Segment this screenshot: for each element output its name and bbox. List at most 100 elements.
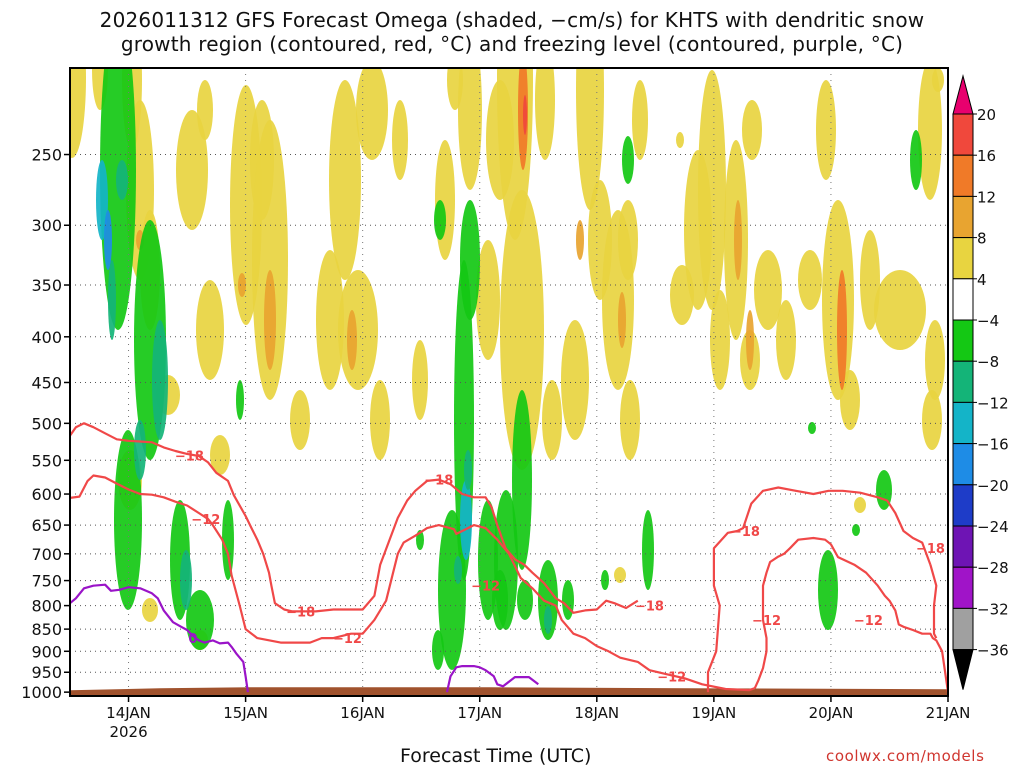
colorbar-label: −8 — [977, 353, 999, 371]
y-tick-label: 800 — [31, 597, 62, 616]
colorbar-swatch — [952, 195, 974, 239]
omega-cell — [816, 80, 836, 180]
omega-cell — [290, 390, 310, 450]
dendritic-contour — [706, 486, 932, 693]
omega-cell — [210, 435, 230, 475]
omega-cell — [676, 132, 684, 148]
colorbar-swatch — [952, 278, 974, 321]
y-tick-label: 950 — [31, 663, 62, 682]
colorbar-label: −36 — [977, 642, 1009, 660]
freezing-contour — [70, 583, 249, 693]
omega-cell — [562, 580, 574, 620]
y-tick-label: 350 — [31, 276, 62, 295]
omega-cell — [852, 524, 860, 536]
omega-cell — [837, 270, 847, 390]
colorbar-swatch — [952, 237, 974, 280]
x-tick-label: 17JAN — [457, 704, 502, 722]
colorbar-swatch — [952, 154, 974, 197]
omega-cell — [542, 380, 562, 460]
omega-cell — [176, 110, 208, 230]
omega-cell — [518, 68, 528, 170]
omega-cell — [561, 320, 589, 440]
omega-cell — [264, 270, 276, 370]
omega-cell — [874, 270, 926, 350]
omega-cell — [222, 500, 234, 580]
omega-cell — [742, 100, 762, 160]
omega-cell — [236, 380, 244, 420]
omega-cell — [464, 450, 472, 490]
site-credit: coolwx.com/models — [826, 747, 985, 765]
omega-cell — [746, 310, 754, 370]
y-tick-label: 250 — [31, 146, 62, 165]
x-tick-sublabel: 2026 — [109, 723, 147, 741]
omega-cell — [618, 200, 638, 280]
colorbar-label: 8 — [977, 230, 987, 248]
omega-cell — [798, 250, 822, 310]
ground-layer — [70, 687, 948, 696]
x-axis-title: Forecast Time (UTC) — [400, 745, 592, 767]
chart-title-line2: growth region (contoured, red, °C) and f… — [120, 32, 904, 56]
omega-cell — [142, 598, 158, 622]
colorbar-swatch — [952, 401, 974, 445]
omega-cell — [454, 556, 462, 584]
omega-cell — [910, 130, 922, 190]
omega-cell — [932, 68, 944, 92]
omega-shading — [70, 68, 945, 670]
omega-cell — [180, 550, 192, 610]
colorbar-top-arrow — [952, 74, 974, 115]
omega-cell — [576, 68, 604, 210]
y-tick-label: 900 — [31, 642, 62, 661]
colorbar-label: −12 — [977, 394, 1009, 412]
omega-cell — [114, 430, 142, 610]
colorbar-swatch — [952, 443, 974, 486]
omega-cell — [818, 550, 838, 630]
omega-cell — [197, 80, 213, 140]
omega-cell — [854, 497, 866, 513]
y-tick-label: 750 — [31, 572, 62, 591]
x-tick-label: 14JAN — [106, 704, 151, 722]
contour-label-m12: −12 — [752, 614, 781, 629]
y-tick-label: 650 — [31, 516, 62, 535]
omega-cell — [460, 200, 480, 320]
contour-label-m12: −12 — [657, 670, 686, 685]
omega-cell — [392, 100, 408, 180]
omega-cell — [432, 630, 444, 670]
omega-cell — [922, 390, 942, 450]
omega-cell — [70, 68, 86, 158]
omega-cell — [754, 250, 782, 330]
omega-cell — [517, 580, 533, 620]
colorbar-label: −28 — [977, 559, 1009, 577]
omega-cell — [538, 560, 558, 640]
omega-cell — [370, 380, 390, 460]
colorbar-label: 12 — [977, 188, 996, 206]
omega-cell — [492, 570, 508, 630]
colorbar-label: −32 — [977, 600, 1009, 618]
omega-cell — [238, 273, 246, 297]
y-tick-label: 500 — [31, 414, 62, 433]
omega-cell — [434, 200, 446, 240]
contour-label-0: 0 — [188, 632, 197, 647]
omega-cell — [104, 210, 112, 270]
omega-cell — [96, 160, 108, 240]
contour-label-m18: −18 — [175, 449, 204, 464]
y-tick-label: 850 — [31, 620, 62, 639]
omega-cell — [347, 310, 357, 370]
x-tick-label: 15JAN — [223, 704, 268, 722]
contour-label-m18: −18 — [635, 600, 664, 615]
omega-cell — [458, 68, 482, 190]
omega-cell — [460, 480, 472, 560]
ground-surface — [70, 687, 948, 696]
dendritic-contour — [70, 474, 756, 692]
omega-cell — [544, 606, 552, 634]
colorbar-swatch — [952, 360, 974, 403]
omega-cell — [576, 220, 584, 260]
omega-cell — [435, 140, 455, 260]
omega-cell — [476, 240, 500, 360]
colorbar-label: 20 — [977, 106, 996, 124]
x-tick-label: 16JAN — [340, 704, 385, 722]
omega-cell — [698, 70, 726, 310]
omega-cell — [523, 95, 527, 135]
contour-label-m18: −18 — [731, 525, 760, 540]
contour-label-m12: −12 — [333, 632, 362, 647]
omega-cell — [808, 422, 816, 434]
